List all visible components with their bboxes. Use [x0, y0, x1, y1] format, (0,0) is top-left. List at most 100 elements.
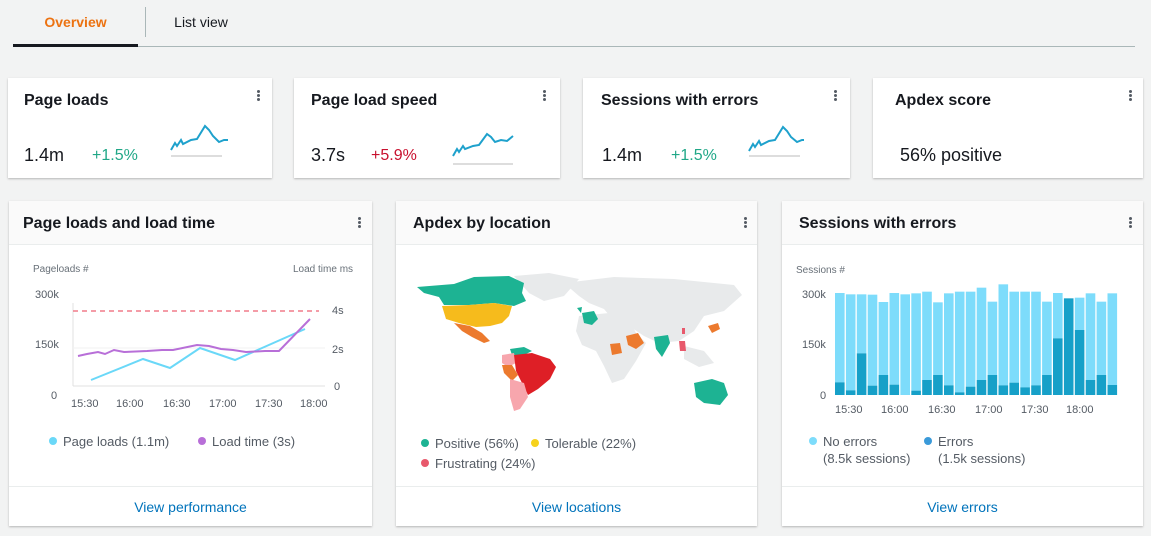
bar-no-errors — [911, 293, 921, 391]
bar-no-errors — [944, 293, 954, 386]
bar-no-errors — [1031, 291, 1041, 386]
legend-dot — [531, 439, 539, 447]
y-tick: 300k — [35, 289, 59, 301]
legend-dot — [924, 437, 932, 445]
bar-no-errors — [954, 291, 965, 393]
kpi-title: Sessions with errors — [601, 92, 759, 109]
bar-errors — [867, 385, 878, 395]
bar-errors — [1085, 380, 1096, 395]
x-tick: 17:30 — [1021, 404, 1049, 416]
legend-item-positive: Positive (56%) — [421, 435, 519, 452]
bar-no-errors — [900, 294, 910, 395]
panel-header: Page loads and load time — [9, 201, 372, 245]
bar-errors — [911, 390, 921, 395]
bar-no-errors — [867, 294, 878, 386]
view-errors-link[interactable]: View errors — [782, 486, 1143, 526]
kebab-icon[interactable] — [543, 90, 546, 102]
world-map — [417, 273, 742, 411]
kebab-icon[interactable] — [744, 217, 747, 229]
bar-errors — [835, 382, 845, 395]
bar-no-errors — [1096, 301, 1107, 375]
bar-errors — [1031, 385, 1041, 395]
x-tick: 15:30 — [835, 404, 863, 416]
kpi-title: Page loads — [24, 92, 109, 109]
legend-item-frustrating: Frustrating (24%) — [421, 455, 535, 472]
sparkline-chart — [170, 124, 228, 157]
kpi-card-page-load-speed: Page load speed 3.7s +5.9% — [294, 78, 560, 178]
tab-list-view[interactable]: List view — [174, 14, 228, 30]
x-tick: 17:00 — [209, 398, 237, 410]
kpi-delta: +1.5% — [92, 147, 138, 164]
bar-no-errors — [1009, 291, 1019, 383]
stacked-bar-chart — [835, 284, 1118, 395]
kebab-icon[interactable] — [834, 90, 837, 102]
panel-apdex-by-location: Apdex by location — [396, 201, 757, 526]
bar-no-errors — [845, 294, 856, 391]
x-tick: 17:00 — [975, 404, 1003, 416]
bar-no-errors — [856, 294, 867, 354]
sparkline-chart — [748, 125, 804, 157]
kebab-icon[interactable] — [358, 217, 361, 229]
y-right-tick: 2s — [332, 344, 344, 356]
kpi-card-apdex-score: Apdex score 56% positive — [873, 78, 1143, 178]
tab-divider — [145, 7, 146, 37]
y-tick: 0 — [820, 390, 827, 402]
kebab-icon[interactable] — [1129, 90, 1132, 102]
kpi-value: 56% positive — [900, 145, 1003, 165]
x-tick: 16:00 — [116, 398, 144, 410]
panel-title: Page loads and load time — [23, 215, 216, 232]
kpi-delta: +1.5% — [671, 147, 717, 164]
bar-errors — [1096, 375, 1107, 395]
legend-dot — [421, 459, 429, 467]
bar-errors — [1107, 385, 1118, 395]
tab-bar: Overview List view — [13, 0, 1135, 47]
line-chart — [72, 303, 325, 387]
kpi-card-page-loads: Page loads 1.4m +1.5% — [8, 78, 272, 178]
bar-no-errors — [889, 293, 900, 385]
legend-item-no-errors: No errors (8.5k sessions) — [809, 433, 910, 467]
view-performance-link[interactable]: View performance — [9, 486, 372, 526]
legend-dot — [809, 437, 817, 445]
kebab-icon[interactable] — [1129, 217, 1132, 229]
kpi-title: Page load speed — [311, 92, 438, 109]
bar-no-errors — [1042, 301, 1052, 375]
bar-no-errors — [922, 291, 932, 380]
kpi-value: 1.4m — [24, 145, 65, 165]
bar-errors — [845, 390, 856, 395]
legend-item-errors: Errors (1.5k sessions) — [924, 433, 1025, 467]
x-tick: 17:30 — [255, 398, 283, 410]
legend-item-tolerable: Tolerable (22%) — [531, 435, 636, 452]
bar-errors — [987, 375, 998, 395]
sparkline-chart — [452, 132, 514, 165]
kpi-value: 3.7s — [311, 145, 346, 165]
bar-errors — [1053, 338, 1063, 395]
bar-no-errors — [1085, 293, 1096, 380]
view-locations-link[interactable]: View locations — [396, 486, 757, 526]
bar-errors — [1009, 382, 1019, 395]
bar-errors — [944, 385, 954, 395]
right-axis-label: Load time ms — [293, 264, 354, 275]
bar-errors — [889, 384, 900, 395]
panel-header: Sessions with errors — [782, 201, 1143, 245]
x-tick: 16:30 — [163, 398, 191, 410]
y-tick: 300k — [802, 289, 826, 301]
bar-errors — [856, 353, 867, 395]
bar-errors — [998, 385, 1009, 395]
bar-errors — [933, 375, 943, 395]
y-right-tick: 4s — [332, 305, 344, 317]
bar-errors — [1063, 298, 1074, 395]
kpi-title: Apdex score — [895, 92, 992, 109]
panel-sessions-with-errors: Sessions with errors Sessions # 300k 150… — [782, 201, 1143, 526]
kpi-value: 1.4m — [602, 145, 643, 165]
bar-errors — [922, 380, 932, 395]
kebab-icon[interactable] — [257, 90, 260, 102]
bar-errors — [954, 392, 965, 395]
y-tick: 150k — [802, 339, 826, 351]
bar-errors — [965, 386, 976, 395]
bar-no-errors — [1107, 293, 1118, 385]
tab-overview[interactable]: Overview — [13, 0, 138, 47]
bar-errors — [1074, 330, 1085, 395]
x-tick: 18:00 — [300, 398, 328, 410]
legend-item-page-loads: Page loads (1.1m) — [49, 433, 169, 450]
x-tick: 16:30 — [928, 404, 956, 416]
